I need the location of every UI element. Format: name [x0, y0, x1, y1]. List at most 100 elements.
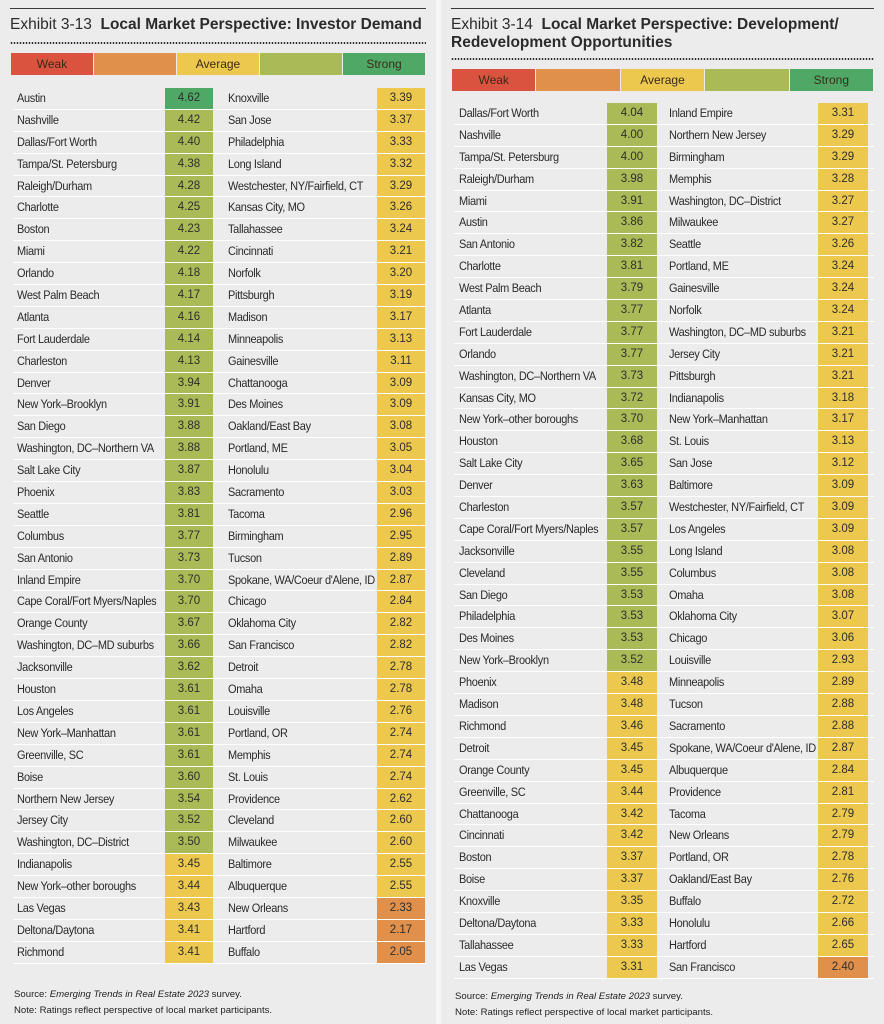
market-name: Seattle — [669, 237, 701, 252]
market-name: Greenville, SC — [459, 784, 526, 799]
rating-value: 3.39 — [377, 88, 425, 110]
market-name: Buffalo — [669, 894, 701, 909]
source-label: Source: — [14, 989, 50, 1000]
table-row: Cape Coral/Fort Myers/Naples 3.70 Chicago 2… — [13, 591, 426, 614]
table-row: Fort Lauderdale 4.14 Minneapolis 3.13 — [13, 328, 426, 351]
rating-value: 3.37 — [607, 869, 657, 892]
rating-value: 2.33 — [377, 897, 425, 920]
market-name: Denver — [17, 375, 51, 390]
rating-value: 3.08 — [818, 584, 868, 607]
table-row: Knoxville 3.35 Buffalo 2.72 — [454, 891, 874, 913]
market-name: Oklahoma City — [669, 609, 737, 624]
market-name: Washington, DC–Northern VA — [459, 368, 596, 383]
market-name: Hartford — [669, 937, 707, 952]
rating-value: 2.79 — [818, 803, 868, 826]
table-row: Greenville, SC 3.44 Providence 2.81 — [454, 781, 874, 804]
market-name: Sacramento — [669, 718, 725, 733]
market-name: Westchester, NY/Fairfield, CT — [228, 178, 364, 193]
dotted-divider — [10, 42, 426, 44]
source-suffix: survey. — [650, 991, 683, 1002]
table-row: Orlando 4.18 Norfolk 3.20 — [13, 263, 426, 286]
rating-value: 3.21 — [818, 321, 868, 344]
market-name: New Orleans — [228, 900, 288, 915]
ratings-table: Dallas/Fort Worth 4.04 Inland Empire 3.31 Na… — [454, 103, 874, 979]
rating-value: 3.09 — [377, 372, 425, 395]
table-row: Denver 3.63 Baltimore 3.09 — [454, 475, 874, 498]
market-name: Austin — [17, 91, 46, 105]
rating-value: 3.77 — [165, 525, 213, 548]
rating-value: 3.88 — [165, 438, 213, 461]
market-name: Honolulu — [669, 915, 710, 930]
market-name: Albuquerque — [669, 762, 728, 777]
rating-value: 3.29 — [818, 146, 868, 169]
table-row: Las Vegas 3.31 San Francisco 2.40 — [454, 956, 874, 979]
table-row: Tampa/St. Petersburg 4.38 Long Island 3.32 — [13, 153, 426, 176]
market-name: New York–other boroughs — [459, 412, 578, 427]
market-name: Knoxville — [228, 91, 270, 105]
ratings-table: Austin 4.62 Knoxville 3.39 Nashville 4.42 San … — [13, 88, 426, 964]
rating-value: 3.21 — [818, 365, 868, 388]
table-row: Los Angeles 3.61 Louisville 2.76 — [13, 700, 426, 723]
market-name: Atlanta — [459, 303, 491, 318]
market-name: Long Island — [669, 543, 723, 558]
rating-value: 4.25 — [165, 197, 213, 220]
table-row: Jersey City 3.52 Cleveland 2.60 — [13, 810, 426, 833]
rating-value: 2.05 — [377, 941, 425, 964]
rating-value: 4.17 — [165, 285, 213, 307]
rating-value: 3.73 — [165, 547, 213, 570]
table-row: Raleigh/Durham 4.28 Westchester, NY/Fairfi… — [13, 175, 426, 198]
rating-value: 3.65 — [607, 453, 657, 476]
table-row: Austin 3.86 Milwaukee 3.27 — [454, 212, 874, 235]
rating-value: 2.17 — [377, 919, 425, 942]
table-row: Washington, DC–MD suburbs 3.66 San Francis… — [13, 635, 426, 658]
rating-value: 4.38 — [165, 153, 213, 176]
table-row: New York–Brooklyn 3.52 Louisville 2.93 — [454, 650, 874, 673]
market-name: St. Louis — [228, 769, 268, 784]
rating-value: 3.09 — [818, 518, 868, 541]
rating-value: 3.57 — [607, 518, 657, 541]
table-row: Columbus 3.77 Birmingham 2.95 — [13, 525, 426, 548]
market-name: Los Angeles — [17, 703, 74, 718]
market-name: Louisville — [228, 703, 270, 718]
table-row: Atlanta 3.77 Norfolk 3.24 — [454, 300, 874, 322]
market-name: Jacksonville — [459, 543, 515, 558]
rating-value: 3.06 — [818, 628, 868, 651]
rating-value: 3.21 — [818, 343, 868, 366]
rating-value: 3.37 — [607, 847, 657, 870]
rating-value: 3.08 — [818, 540, 868, 563]
rating-value: 2.78 — [377, 657, 425, 680]
legend-segment-average: Average — [620, 69, 705, 91]
market-name: Knoxville — [459, 894, 501, 909]
table-row: New York–other boroughs 3.44 Albuquerque 2.… — [13, 876, 426, 898]
table-row: New York–Manhattan 3.61 Portland, OR 2.74 — [13, 722, 426, 745]
source-title: Emerging Trends in Real Estate 2023 — [49, 989, 210, 1000]
market-name: Oakland/East Bay — [228, 419, 311, 434]
market-name: Salt Lake City — [17, 463, 81, 478]
market-name: Long Island — [228, 156, 282, 171]
table-row: Miami 4.22 Cincinnati 3.21 — [13, 241, 426, 264]
ratings-note: Note: Ratings reflect perspective of loc… — [14, 1005, 273, 1016]
table-row: Jacksonville 3.62 Detroit 2.78 — [13, 657, 426, 680]
table-row: Las Vegas 3.43 New Orleans 2.33 — [13, 897, 426, 920]
rating-value: 3.33 — [607, 934, 657, 957]
legend-segment-below — [536, 69, 620, 91]
market-name: New York–other boroughs — [17, 879, 136, 894]
rating-value: 3.42 — [607, 803, 657, 826]
market-name: San Diego — [17, 419, 66, 434]
legend-segment-below — [94, 53, 176, 75]
rating-value: 3.41 — [165, 941, 213, 964]
market-name: Baltimore — [228, 857, 272, 872]
rating-value: 3.52 — [165, 810, 213, 833]
rating-value: 3.24 — [818, 278, 868, 301]
rating-value: 3.24 — [377, 219, 425, 242]
market-name: Memphis — [228, 747, 271, 762]
market-name: Tampa/St. Petersburg — [459, 149, 559, 164]
market-name: San Jose — [228, 112, 272, 127]
rating-value: 3.12 — [818, 453, 868, 476]
rating-value: 2.89 — [818, 672, 868, 695]
market-name: Cincinnati — [459, 828, 505, 843]
rating-value: 3.45 — [165, 854, 213, 877]
table-row: Orange County 3.67 Oklahoma City 2.82 — [13, 613, 426, 636]
dotted-divider — [451, 58, 874, 60]
rating-value: 3.24 — [818, 256, 868, 279]
